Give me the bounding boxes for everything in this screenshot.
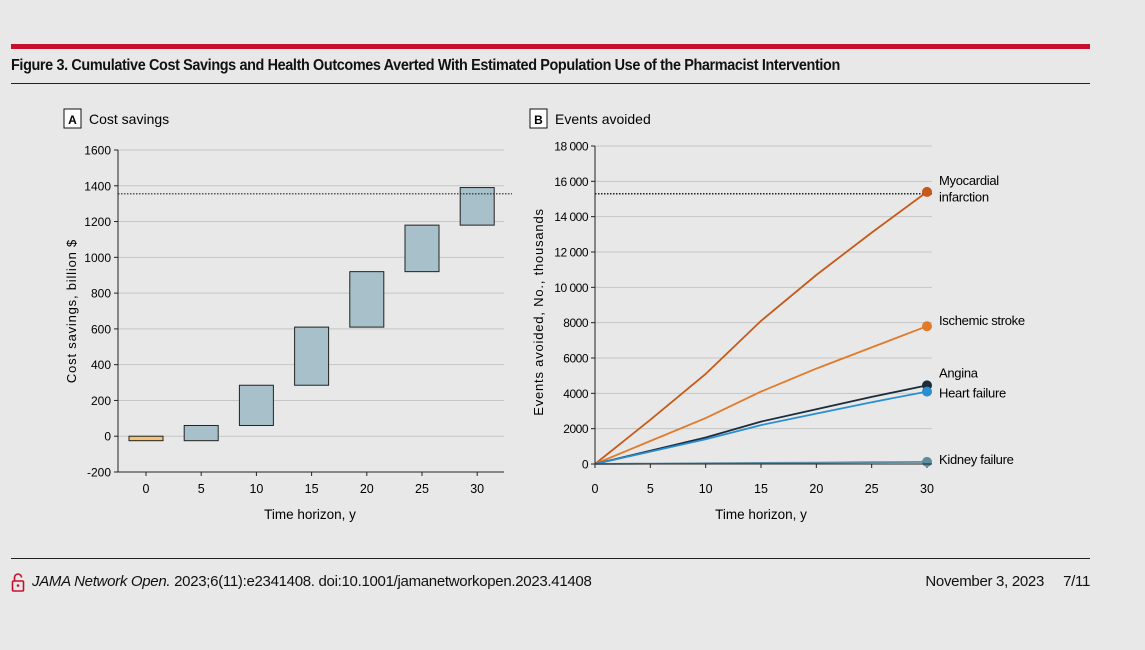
panel-a-y-tick-label: 1200 [84, 215, 111, 229]
panel-a-x-tick-label: 0 [143, 482, 150, 496]
panel-b-y-tick-label: 10 000 [554, 281, 589, 295]
page-footer: JAMA Network Open. 2023;6(11):e2341408. … [11, 572, 1090, 594]
panel-b-line-myocardial-infarction [594, 191, 928, 465]
publication-date: November 3, 2023 [925, 573, 1044, 590]
panel-b-y-tick-label: 16 000 [554, 175, 589, 189]
panel-b-x-axis-label: Time horizon, y [715, 507, 807, 522]
panel-b-events-avoided: B Events avoided Time horizon, y Events … [529, 108, 1025, 522]
panel-b-series-label-heart-failure: Heart failure [939, 386, 1006, 401]
panel-a-y-tick-label: 600 [91, 322, 111, 336]
panel-a-bar-15y [294, 326, 330, 386]
header-accent-rule [11, 44, 1090, 49]
panel-a-x-tick-label: 30 [470, 482, 484, 496]
citation: JAMA Network Open. 2023;6(11):e2341408. … [32, 573, 592, 590]
panel-b-y-tick-label: 14 000 [554, 210, 589, 224]
panel-b-x-tick-label: 20 [809, 482, 823, 496]
panel-a-y-tick-label: 1600 [84, 144, 111, 158]
footer-divider [11, 558, 1090, 559]
panel-b-x-tick-label: 15 [754, 482, 768, 496]
lock-icon [11, 573, 25, 592]
panel-a-y-tick-label: 800 [91, 287, 111, 301]
panel-a-y-axis-label: Cost savings, billion $ [64, 239, 79, 383]
panel-b-y-tick-label: 12 000 [554, 246, 589, 260]
panel-b-endpoint-ischemic-stroke [922, 321, 932, 332]
journal-name: JAMA Network Open. [32, 573, 171, 590]
panel-b-x-tick-label: 30 [920, 482, 934, 496]
panel-a-x-tick-label: 20 [360, 482, 374, 496]
panel-a-bar-20y [349, 271, 385, 328]
panel-b-series-label-ischemic-stroke: Ischemic stroke [939, 313, 1025, 328]
panel-b-line-heart-failure [594, 390, 928, 465]
panel-a-x-axis-label: Time horizon, y [264, 507, 356, 522]
panel-b-x-tick-label: 10 [699, 482, 713, 496]
figure-charts: A Cost savings Time horizon, y Cost savi… [63, 108, 1025, 522]
panel-b-y-axis-label: Events avoided, No., thousands [531, 208, 546, 416]
panel-b-x-tick-label: 25 [865, 482, 879, 496]
figure-title: Figure 3. Cumulative Cost Savings and He… [11, 57, 840, 74]
citation-details: 2023;6(11):e2341408. doi:10.1001/jamanet… [170, 573, 592, 590]
panel-b-y-tick-label: 2000 [563, 422, 589, 436]
panel-b-title: Events avoided [555, 111, 651, 127]
panel-a-letter: A [68, 113, 77, 127]
panel-b-endpoint-kidney-failure [922, 456, 932, 467]
panel-a-y-tick-label: 1000 [84, 251, 111, 265]
panel-a-x-tick-label: 25 [415, 482, 429, 496]
panel-a-bar-30y [459, 187, 495, 226]
page-number: 7/11 [1063, 573, 1090, 590]
panel-a-x-tick-label: 10 [249, 482, 263, 496]
panel-b-endpoint-heart-failure [922, 386, 932, 397]
panel-a-y-tick-label: 0 [104, 430, 111, 444]
panel-b-series-label-angina: Angina [939, 365, 979, 380]
panel-b-letter-box [529, 108, 548, 129]
panel-a-y-tick-label: 1400 [84, 179, 111, 193]
panel-b-series-label-myocardial-infarction: infarction [939, 189, 989, 204]
panel-a-title: Cost savings [89, 111, 169, 127]
panel-a-y-tick-label: 400 [91, 358, 111, 372]
panel-b-endpoint-myocardial-infarction [922, 186, 932, 197]
panel-b-y-tick-label: 4000 [563, 387, 589, 401]
panel-b-y-tick-label: 8000 [563, 316, 589, 330]
panel-b-x-tick-label: 0 [592, 482, 599, 496]
panel-a-letter-box [63, 108, 82, 129]
panel-b-y-tick-label: 6000 [563, 352, 589, 366]
panel-a-bar-0y [128, 435, 164, 442]
panel-b-line-ischemic-stroke [594, 325, 928, 465]
panel-b-series-label-kidney-failure: Kidney failure [939, 452, 1014, 467]
panel-a-x-tick-label: 15 [305, 482, 319, 496]
panel-a-y-tick-label: 200 [91, 394, 111, 408]
panel-a-bar-25y [404, 224, 440, 273]
panel-b-y-tick-label: 18 000 [554, 140, 589, 154]
panel-a-cost-savings: A Cost savings Time horizon, y Cost savi… [63, 108, 512, 522]
panel-b-series-label-myocardial-infarction: Myocardial [939, 173, 999, 188]
panel-b-x-tick-label: 5 [647, 482, 654, 496]
panel-a-bar-10y [238, 384, 274, 426]
panel-b-y-tick-label: 0 [582, 458, 589, 472]
panel-a-y-tick-label: -200 [87, 466, 111, 480]
title-divider [11, 83, 1090, 84]
panel-a-x-tick-label: 5 [198, 482, 205, 496]
panel-b-letter: B [534, 113, 543, 127]
panel-a-bar-5y [183, 424, 219, 442]
